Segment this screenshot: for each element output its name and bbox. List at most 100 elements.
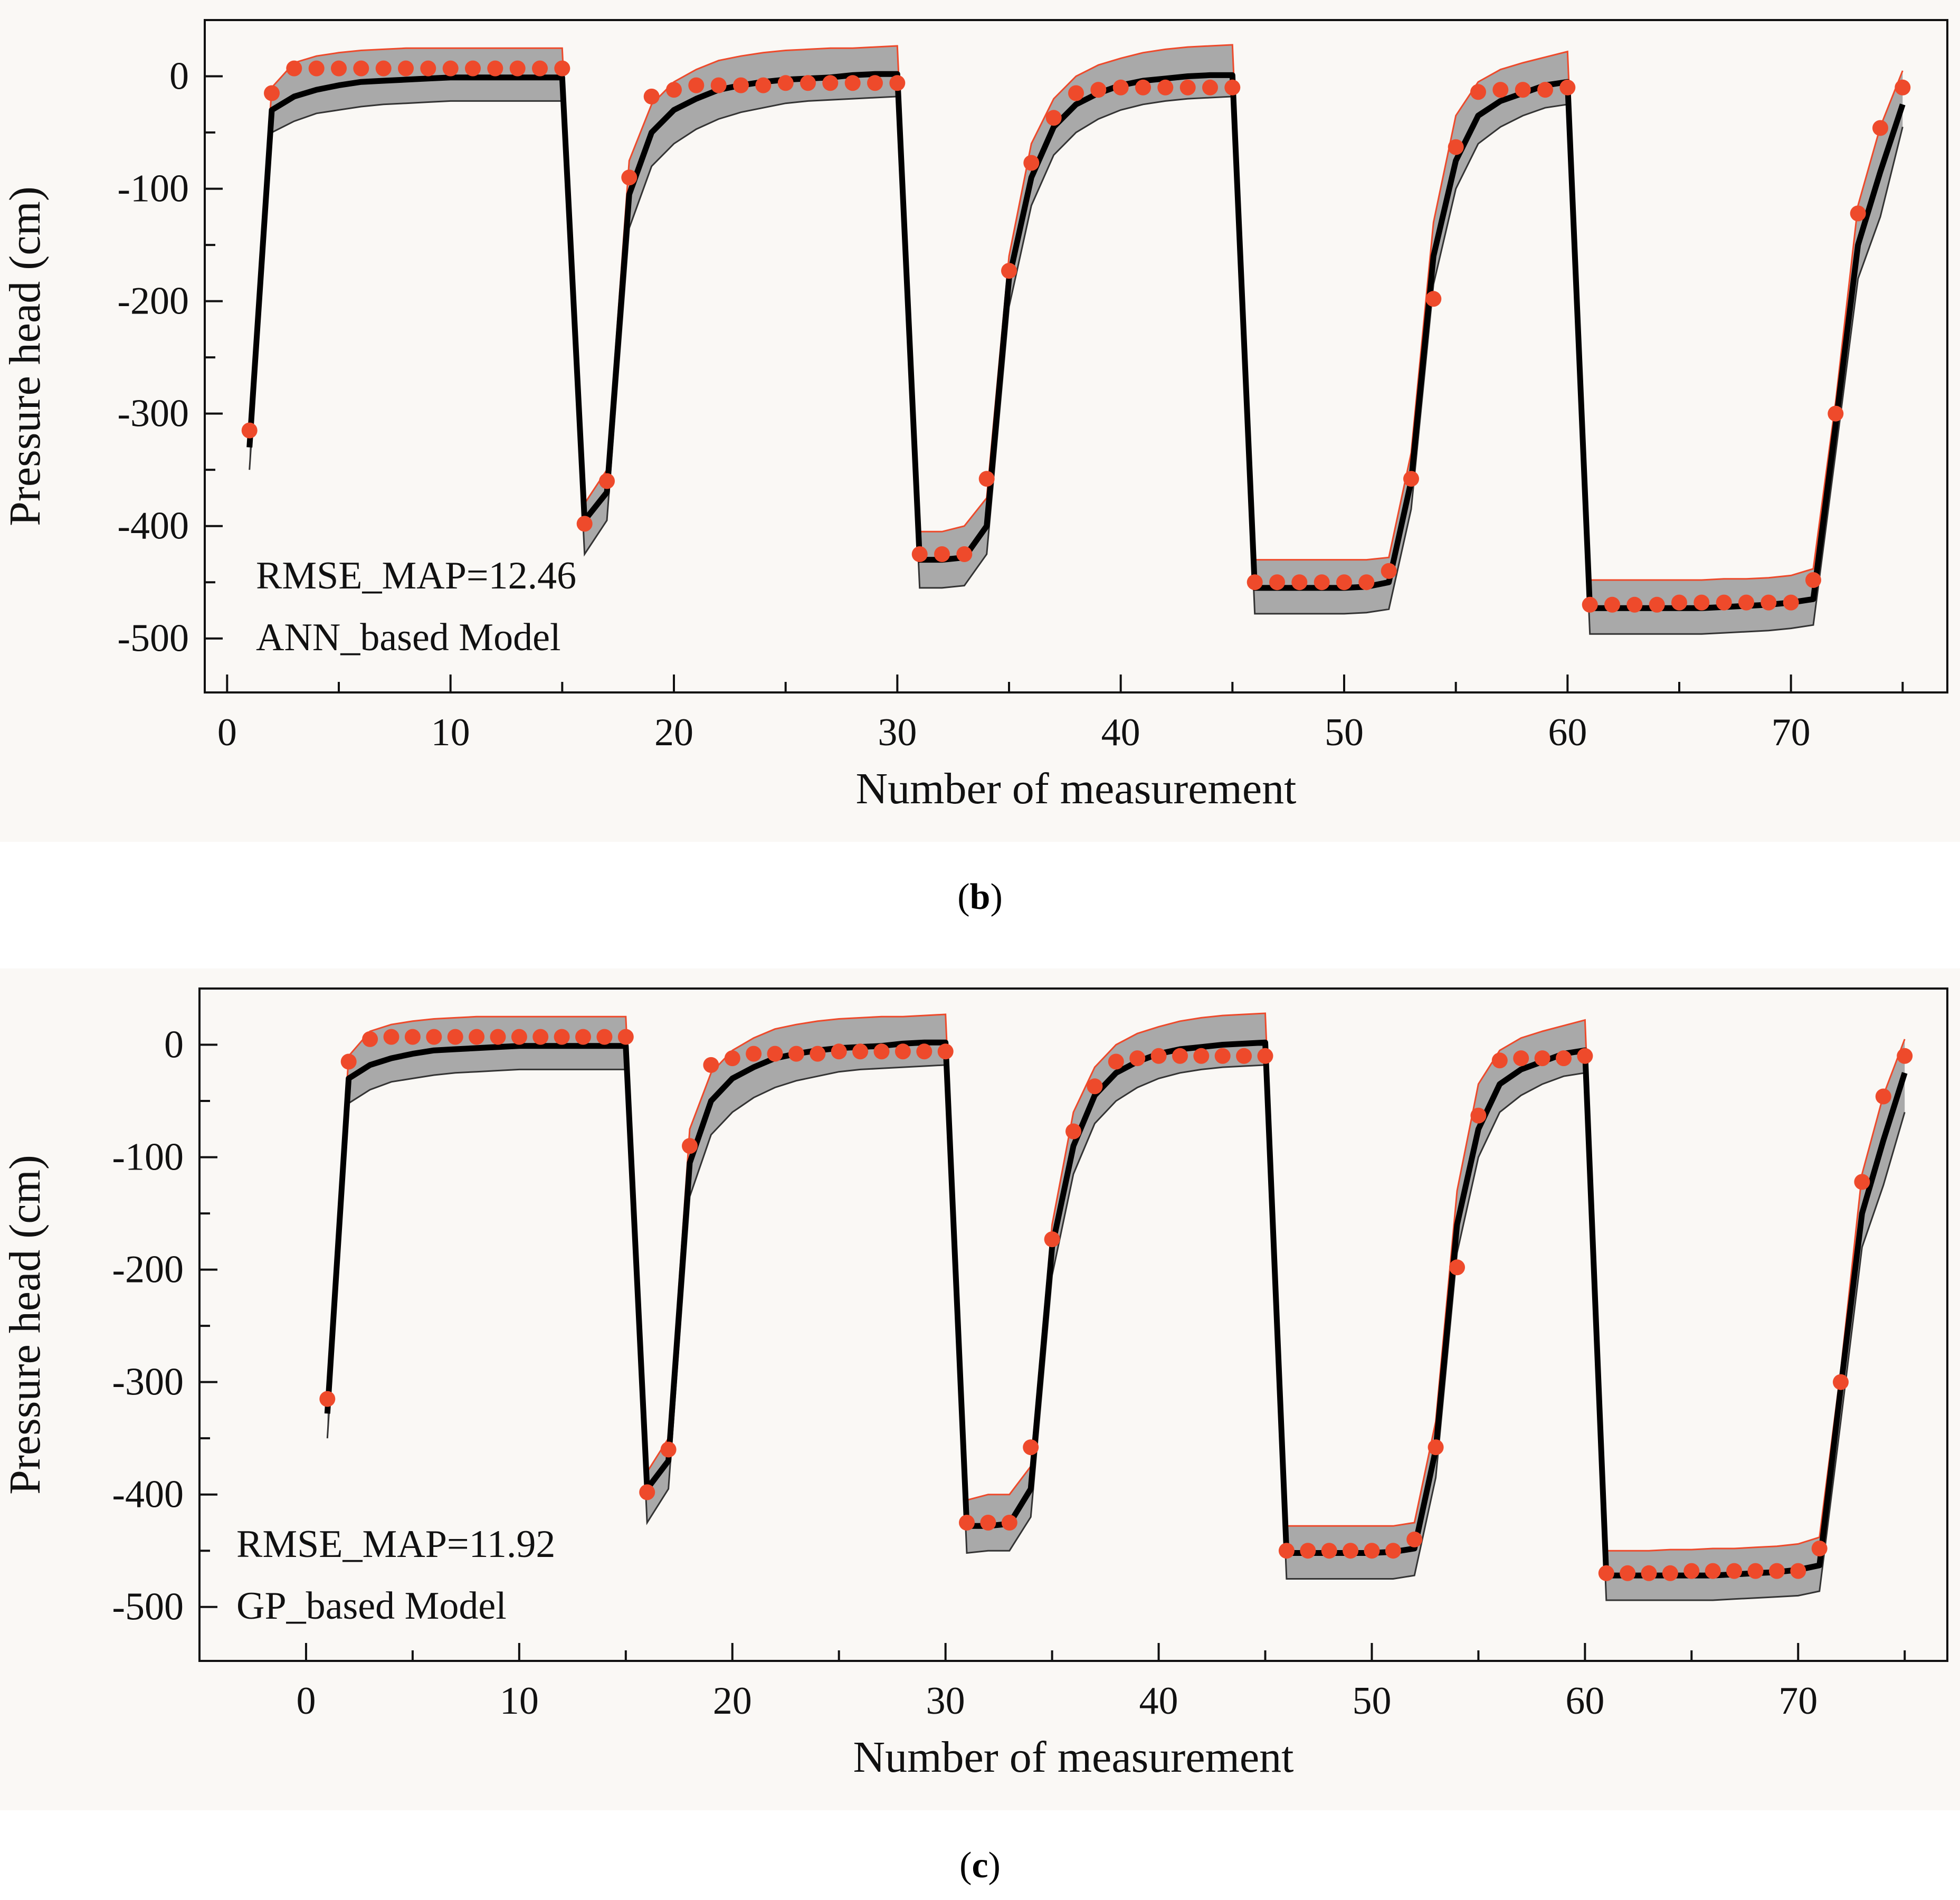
observed-point [1406,1531,1423,1547]
observed-point [1202,79,1218,96]
observed-point [1278,1543,1295,1559]
plot-frame [204,19,1948,694]
observed-point [383,1029,399,1045]
observed-point [1641,1565,1657,1581]
observed-point [621,169,638,186]
x-tick-label: 20 [654,711,693,754]
chart-c: 0 -100 -200 -300 -400 -500 0 10 20 30 40 50 60 70 Numb… [1,987,1948,1782]
mean-line [246,71,1906,611]
observed-point [1157,79,1174,96]
observed-point [1895,79,1911,96]
panel-c: 0 -100 -200 -300 -400 -500 0 10 20 30 40 50 60 70 Numb… [0,968,1960,1810]
observed-point [1470,1107,1487,1124]
observed-point [1112,79,1129,96]
observed-point [426,1029,442,1045]
observed-point [1449,1259,1465,1276]
observed-point [1129,1050,1146,1067]
y-tick-label: -100 [117,167,189,211]
observed-point [1626,596,1643,613]
observed-point [1090,82,1107,98]
y-tick-label: -400 [117,505,189,548]
observed-point [934,546,950,562]
observed-point [1768,1563,1785,1579]
observed-point [682,1138,698,1154]
y-tick-label: -200 [117,280,189,323]
y-tick-label: -200 [112,1248,184,1291]
y-tick-label: 0 [164,1023,184,1067]
observed-point [1716,594,1732,611]
observed-point [755,77,772,93]
observed-point [1224,79,1241,96]
observed-point [703,1057,719,1073]
observed-point [362,1031,378,1047]
observed-point [1747,1563,1764,1579]
observed-point [490,1029,506,1045]
x-tick-label: 50 [1352,1679,1391,1723]
observed-point [1108,1053,1124,1070]
observed-point [599,473,615,489]
observed-point [1470,84,1486,100]
observed-point [688,77,705,93]
observed-point [895,1043,911,1060]
observed-point [1738,594,1754,611]
rmse-annotation: RMSE_MAP=11.92 [236,1523,555,1566]
observed-point [575,1029,591,1045]
observed-point [286,60,302,77]
observed-point [1726,1563,1743,1579]
observed-point [1257,1048,1273,1064]
observed-point [1044,1231,1060,1248]
observed-point [788,1046,804,1062]
observed-point [733,77,749,93]
observed-point [810,1046,826,1062]
x-tick-label: 10 [500,1679,539,1723]
observed-point [777,75,794,91]
observed-point [911,546,928,562]
x-tick-label: 0 [296,1679,316,1723]
observed-point [1135,79,1151,96]
y-tick-label: -100 [112,1136,184,1179]
x-tick-label: 70 [1772,711,1811,754]
x-tick-label: 40 [1101,711,1140,754]
observed-point [1001,1515,1017,1531]
observed-point [1897,1048,1913,1064]
x-tick-label: 50 [1325,711,1364,754]
observed-point [844,75,861,91]
observed-point [1556,1050,1572,1067]
observed-point [465,60,481,77]
observed-point [1448,139,1464,155]
observed-point [889,75,906,91]
observed-point [1559,79,1576,96]
observed-point [1811,1541,1828,1556]
x-tick-label: 30 [926,1679,965,1723]
y-tick-label: -300 [112,1361,184,1404]
observed-point [643,88,660,104]
y-tick-label: -500 [112,1585,184,1629]
observed-point [447,1029,463,1045]
model-annotation: ANN_based Model [256,616,561,659]
observed-point [746,1046,762,1062]
observed-point [1023,155,1040,171]
observed-point [1065,1123,1081,1139]
observed-point [241,422,258,439]
observed-point [724,1050,740,1067]
observed-point [1403,471,1419,487]
x-tick-label: 20 [713,1679,752,1723]
observed-point [404,1029,421,1045]
observed-point [666,82,682,98]
observed-point [1577,1048,1593,1064]
observed-point [1534,1050,1550,1067]
y-axis-title: Pressure head (cm) [1,186,50,526]
observed-point [554,60,570,77]
observed-point [1491,1052,1508,1069]
observed-point [1001,263,1017,279]
caption-c-letter: c [972,1845,988,1886]
observed-point [331,60,347,77]
observed-point [1875,1088,1891,1105]
chart-b: 0 -100 -200 -300 -400 -500 0 10 20 30 40 50 60 70 Numb… [1,19,1948,813]
observed-point [1598,1565,1614,1581]
y-axis-title: Pressure head (cm) [1,1155,50,1495]
observed-point [1214,1048,1231,1064]
observed-point [1513,1050,1529,1067]
observed-point [980,1515,996,1531]
observed-point [1783,594,1799,611]
